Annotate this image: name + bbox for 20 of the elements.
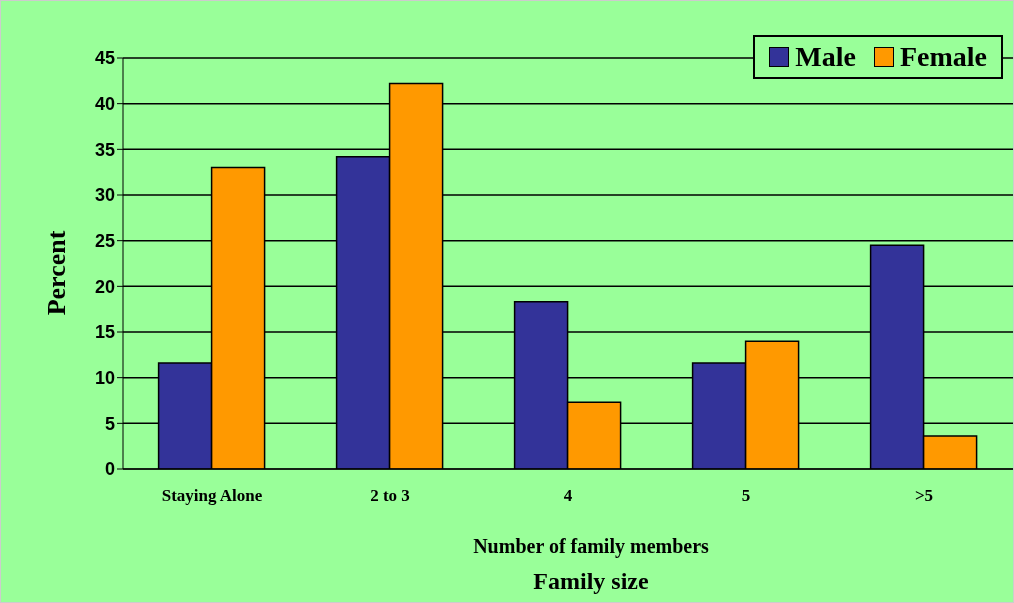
x-tick-label: Staying Alone: [161, 486, 263, 506]
y-tick-label: 25: [94, 231, 115, 252]
y-tick-label: 20: [94, 276, 115, 297]
text: Family size: [533, 567, 649, 595]
x-tick-label: 2 to 3: [370, 486, 410, 506]
y-tick-label: 15: [94, 322, 115, 343]
x-tick-label: >5: [914, 486, 934, 506]
y-tick-label: 45: [94, 48, 115, 69]
legend-label: Female: [899, 41, 987, 73]
legend-label: Male: [795, 41, 856, 73]
y-axis-title: Percent: [42, 230, 72, 316]
y-tick-label: 40: [94, 94, 115, 115]
y-tick-label: 35: [94, 139, 115, 160]
x-tick-label: 4: [563, 486, 573, 506]
x-tick-label: 5: [741, 486, 751, 506]
y-tick-label: 30: [94, 185, 115, 206]
y-tick-label: 10: [94, 368, 115, 389]
y-tick-label: 0: [104, 459, 115, 480]
y-tick-label: 5: [104, 413, 115, 434]
x-axis-title: Number of family members: [473, 534, 709, 558]
